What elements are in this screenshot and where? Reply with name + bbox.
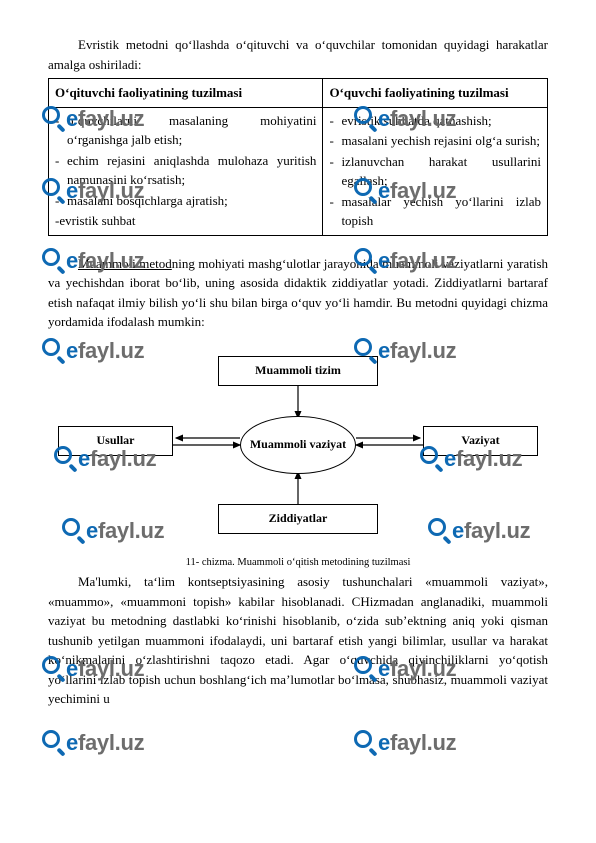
activity-table: Oʻqituvchi faoliyatining tuzilmasi Oʻquv…: [48, 78, 548, 236]
diagram-node-left: Usullar: [58, 426, 173, 456]
diagram-caption: 11- chizma. Muammoli oʻqitish metodining…: [48, 555, 548, 571]
diagram-node-top: Muammoli tizim: [218, 356, 378, 386]
intro-paragraph: Evristik metodni qoʻllashda oʻqituvchi v…: [48, 35, 548, 74]
list-item: - echim rejasini aniqlashda mulohaza yur…: [55, 151, 316, 190]
list-item: - oʻquvchilarni masalaning mohiyatini oʻ…: [55, 111, 316, 150]
closing-paragraph: Ma'lumki, taʻlim kontseptsiyasining asos…: [48, 572, 548, 709]
diagram-node-bottom: Ziddiyatlar: [218, 504, 378, 534]
diagram-node-right: Vaziyat: [423, 426, 538, 456]
table-header-2: Oʻquvchi faoliyatining tuzilmasi: [323, 79, 548, 108]
list-item: - masalalar yechish yoʻllarini izlab top…: [329, 192, 541, 231]
list-item: - evristik suhbatda qatnashish;: [329, 111, 541, 131]
list-item: - masalani bosqichlarga ajratish;: [55, 191, 316, 211]
magnifier-icon: [354, 730, 380, 756]
table-header-1: Oʻqituvchi faoliyatining tuzilmasi: [49, 79, 323, 108]
list-item: - izlanuvchan harakat usullarini egallas…: [329, 152, 541, 191]
list-item-last: -evristik suhbat: [55, 211, 316, 231]
method-paragraph: Muammoli metodning mohiyati mashgʻulotla…: [48, 254, 548, 332]
watermark: efayl.uz: [354, 726, 456, 759]
table-cell-left: - oʻquvchilarni masalaning mohiyatini oʻ…: [49, 107, 323, 235]
diagram-node-center: Muammoli vaziyat: [240, 416, 356, 474]
magnifier-icon: [42, 730, 68, 756]
list-item: - masalani yechish rejasini olgʻa surish…: [329, 131, 541, 151]
table-cell-right: - evristik suhbatda qatnashish; - masala…: [323, 107, 548, 235]
muammoli-metod-term: Muammoli metod: [78, 256, 172, 271]
watermark: efayl.uz: [42, 726, 144, 759]
diagram: Muammoli tizim Usullar Muammoli vaziyat …: [48, 346, 548, 551]
